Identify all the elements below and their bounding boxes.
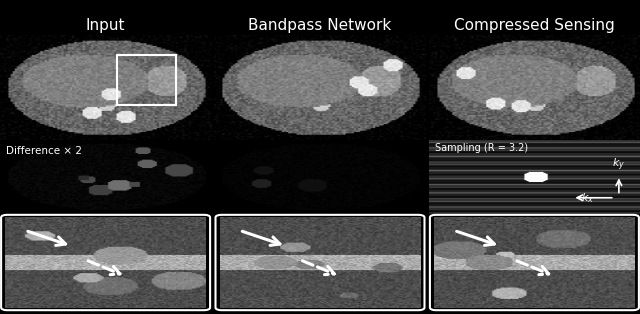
- Text: Difference × 2: Difference × 2: [6, 145, 83, 155]
- Text: Input: Input: [86, 18, 125, 33]
- Text: Compressed Sensing: Compressed Sensing: [454, 18, 615, 33]
- Bar: [117, 55, 177, 105]
- Text: $k_x$: $k_x$: [581, 191, 594, 205]
- Text: $k_y$: $k_y$: [612, 157, 625, 173]
- Text: Bandpass Network: Bandpass Network: [248, 18, 392, 33]
- Text: Sampling (R = 3.2): Sampling (R = 3.2): [435, 143, 528, 153]
